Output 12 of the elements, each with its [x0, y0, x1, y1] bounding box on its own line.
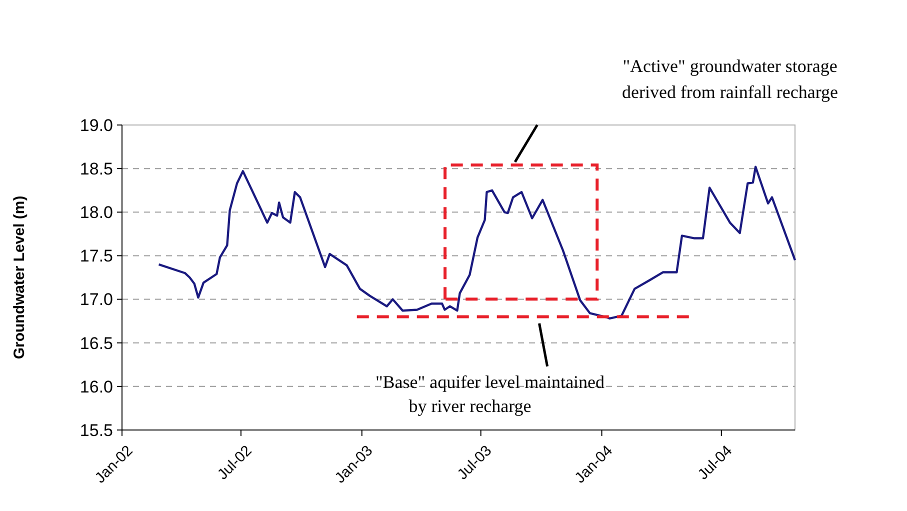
y-tick-label: 18.0: [80, 203, 113, 222]
y-tick-label: 17.0: [80, 290, 113, 310]
text: "Active" groundwater storage derived from rainfall recharge: [622, 56, 838, 102]
y-tick-label: 19.0: [80, 116, 113, 135]
y-tick-label: 16.0: [80, 377, 113, 396]
y-tick-label: 17.5: [80, 246, 113, 266]
y-tick-label: 18.5: [80, 160, 113, 179]
annotation: "Base" aquifer level maintained by river recharge: [375, 372, 605, 416]
y-tick-label: 15.5: [80, 420, 113, 440]
y-axis-title: Groundwater Level (m): [11, 196, 28, 360]
line-series: [158, 166, 796, 320]
y-tick-label: 16.5: [80, 334, 113, 353]
